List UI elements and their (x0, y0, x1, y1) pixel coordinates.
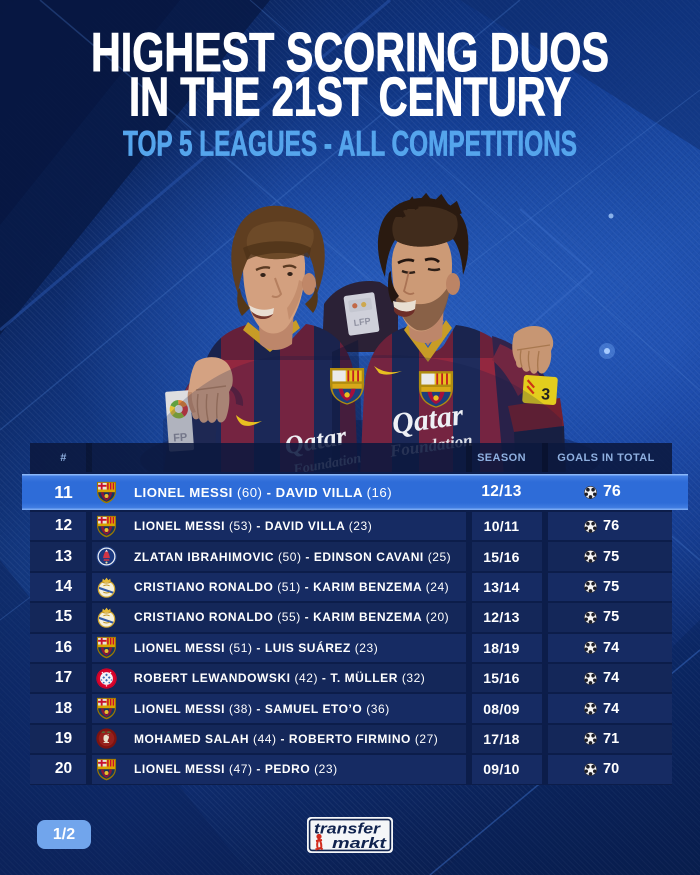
svg-text:HIGHEST SCORING DUOS: HIGHEST SCORING DUOS (91, 21, 609, 83)
svg-text:IN THE 21ST CENTURY: IN THE 21ST CENTURY (129, 66, 571, 128)
svg-text:FP: FP (173, 431, 188, 444)
svg-text:markt: markt (332, 835, 387, 852)
svg-text:3: 3 (541, 386, 551, 404)
svg-text:transfer: transfer (314, 821, 381, 838)
svg-text:LFP: LFP (353, 316, 371, 328)
svg-text:TOP 5 LEAGUES - ALL COMPETITIO: TOP 5 LEAGUES - ALL COMPETITIONS (123, 125, 577, 164)
